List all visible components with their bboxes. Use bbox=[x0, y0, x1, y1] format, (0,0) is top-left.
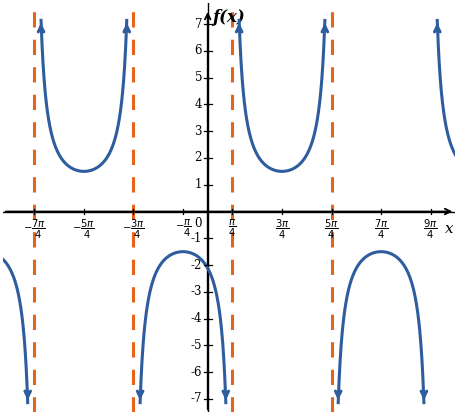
Text: 1: 1 bbox=[195, 178, 202, 191]
Text: 3: 3 bbox=[195, 125, 202, 138]
Text: 6: 6 bbox=[195, 44, 202, 57]
Text: $-\dfrac{7\pi}{4}$: $-\dfrac{7\pi}{4}$ bbox=[23, 217, 46, 241]
Text: 4: 4 bbox=[195, 98, 202, 111]
Text: -1: -1 bbox=[191, 232, 202, 245]
Text: -7: -7 bbox=[191, 392, 202, 405]
Text: f(x): f(x) bbox=[213, 9, 246, 26]
Text: 7: 7 bbox=[195, 18, 202, 31]
Text: $\dfrac{3\pi}{4}$: $\dfrac{3\pi}{4}$ bbox=[275, 217, 289, 241]
Text: $-\dfrac{\pi}{4}$: $-\dfrac{\pi}{4}$ bbox=[174, 217, 191, 239]
Text: -5: -5 bbox=[191, 339, 202, 352]
Text: -2: -2 bbox=[191, 259, 202, 271]
Text: -4: -4 bbox=[191, 312, 202, 325]
Text: x: x bbox=[445, 222, 453, 236]
Text: $\dfrac{5\pi}{4}$: $\dfrac{5\pi}{4}$ bbox=[324, 217, 339, 241]
Text: $\dfrac{7\pi}{4}$: $\dfrac{7\pi}{4}$ bbox=[374, 217, 388, 241]
Text: $-\dfrac{3\pi}{4}$: $-\dfrac{3\pi}{4}$ bbox=[122, 217, 145, 241]
Text: 0: 0 bbox=[195, 217, 202, 230]
Text: $\dfrac{9\pi}{4}$: $\dfrac{9\pi}{4}$ bbox=[423, 217, 438, 241]
Text: 2: 2 bbox=[195, 151, 202, 164]
Text: -6: -6 bbox=[191, 366, 202, 378]
Text: $-\dfrac{5\pi}{4}$: $-\dfrac{5\pi}{4}$ bbox=[72, 217, 95, 241]
Text: -3: -3 bbox=[191, 285, 202, 298]
Text: $\dfrac{\pi}{4}$: $\dfrac{\pi}{4}$ bbox=[228, 217, 237, 239]
Text: 5: 5 bbox=[195, 71, 202, 84]
